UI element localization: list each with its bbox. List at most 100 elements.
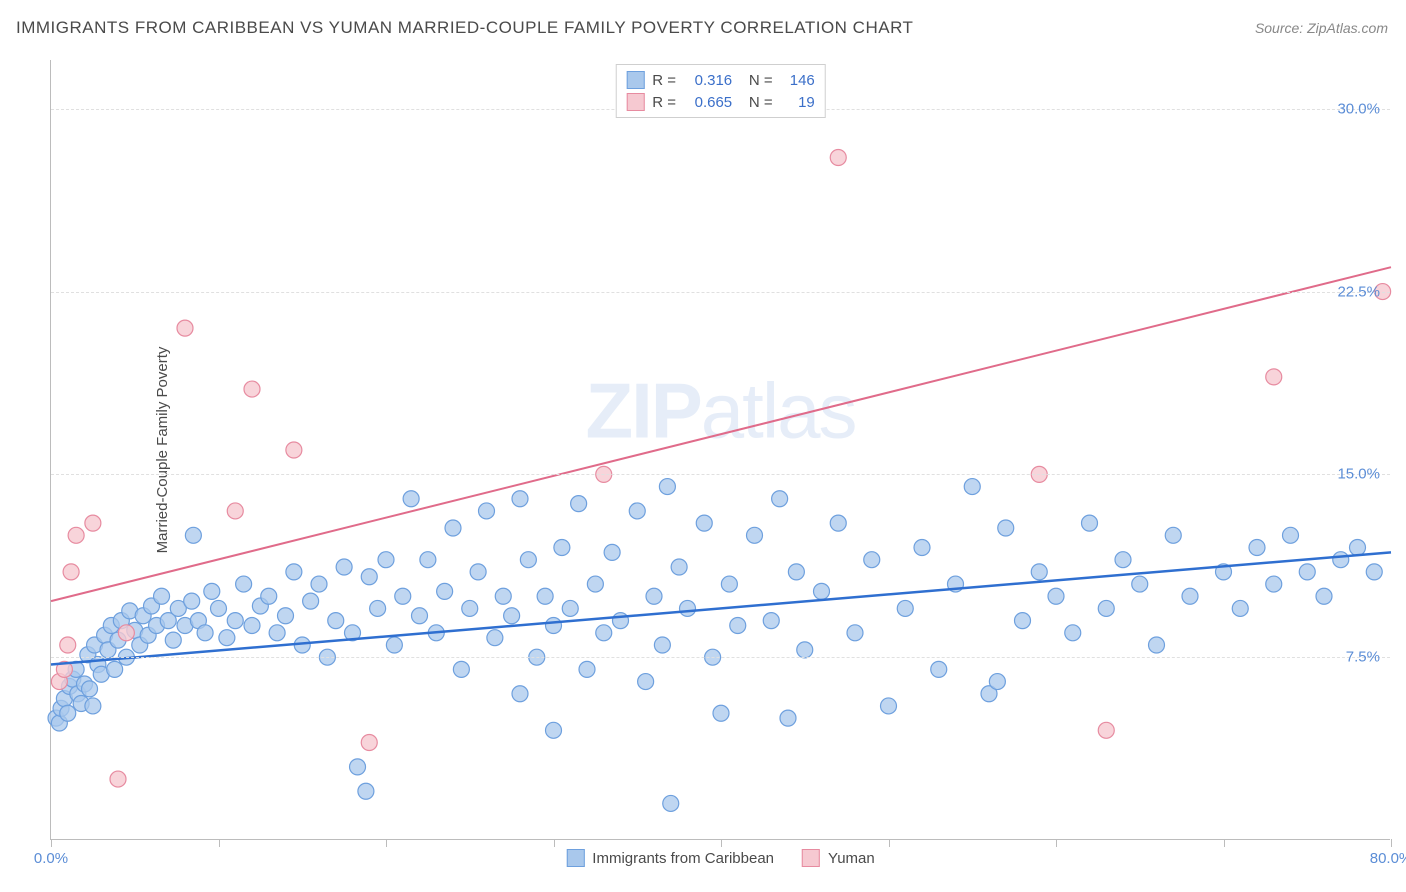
x-tick-label: 80.0% <box>1370 850 1406 867</box>
data-point <box>1333 552 1349 568</box>
data-point <box>336 559 352 575</box>
data-point <box>713 705 729 721</box>
data-point <box>1165 527 1181 543</box>
data-point <box>696 515 712 531</box>
x-tick <box>721 839 722 847</box>
swatch-pink-icon <box>626 93 644 111</box>
data-point <box>361 569 377 585</box>
data-point <box>453 661 469 677</box>
data-point <box>165 632 181 648</box>
data-point <box>420 552 436 568</box>
legend-item-yuman: Yuman <box>802 849 875 867</box>
data-point <box>303 593 319 609</box>
data-point <box>85 515 101 531</box>
data-point <box>587 576 603 592</box>
legend-label: Immigrants from Caribbean <box>592 850 774 867</box>
data-point <box>107 661 123 677</box>
data-point <box>361 735 377 751</box>
data-point <box>1232 600 1248 616</box>
gridline <box>51 474 1390 475</box>
data-point <box>219 630 235 646</box>
data-point <box>680 600 696 616</box>
source-credit: Source: ZipAtlas.com <box>1255 20 1388 36</box>
gridline <box>51 657 1390 658</box>
r-label: R = <box>652 72 676 89</box>
data-point <box>1149 637 1165 653</box>
data-point <box>613 613 629 629</box>
data-point <box>797 642 813 658</box>
data-point <box>663 795 679 811</box>
data-point <box>830 150 846 166</box>
data-point <box>479 503 495 519</box>
data-point <box>562 600 578 616</box>
data-point <box>204 583 220 599</box>
data-point <box>184 593 200 609</box>
x-tick <box>1224 839 1225 847</box>
data-point <box>596 625 612 641</box>
data-point <box>772 491 788 507</box>
regression-line <box>51 267 1391 601</box>
legend-item-caribbean: Immigrants from Caribbean <box>566 849 774 867</box>
r-value-1: 0.316 <box>680 72 732 89</box>
n-value-2: 19 <box>777 94 815 111</box>
x-tick <box>1056 839 1057 847</box>
swatch-blue-icon <box>566 849 584 867</box>
data-point <box>261 588 277 604</box>
data-point <box>358 783 374 799</box>
legend-stats-row-1: R = 0.316 N = 146 <box>626 69 815 91</box>
data-point <box>897 600 913 616</box>
plot-area: Married-Couple Family Poverty ZIPatlas R… <box>50 60 1390 840</box>
x-tick <box>554 839 555 847</box>
data-point <box>629 503 645 519</box>
data-point <box>378 552 394 568</box>
data-point <box>118 625 134 641</box>
data-point <box>1299 564 1315 580</box>
data-point <box>571 496 587 512</box>
data-point <box>864 552 880 568</box>
data-point <box>537 588 553 604</box>
x-tick <box>51 839 52 847</box>
data-point <box>830 515 846 531</box>
data-point <box>370 600 386 616</box>
data-point <box>604 544 620 560</box>
chart-title: IMMIGRANTS FROM CARIBBEAN VS YUMAN MARRI… <box>16 18 913 38</box>
data-point <box>814 583 830 599</box>
data-point <box>236 576 252 592</box>
data-point <box>197 625 213 641</box>
data-point <box>286 564 302 580</box>
data-point <box>730 618 746 634</box>
x-tick <box>219 839 220 847</box>
swatch-pink-icon <box>802 849 820 867</box>
data-point <box>671 559 687 575</box>
data-point <box>244 381 260 397</box>
data-point <box>1065 625 1081 641</box>
legend-series: Immigrants from Caribbean Yuman <box>566 849 874 867</box>
data-point <box>211 600 227 616</box>
data-point <box>311 576 327 592</box>
n-label: N = <box>749 94 773 111</box>
data-point <box>847 625 863 641</box>
data-point <box>1098 722 1114 738</box>
data-point <box>1031 564 1047 580</box>
data-point <box>763 613 779 629</box>
data-point <box>185 527 201 543</box>
data-point <box>350 759 366 775</box>
y-tick-label: 30.0% <box>1337 100 1380 117</box>
data-point <box>881 698 897 714</box>
data-point <box>1098 600 1114 616</box>
data-point <box>328 613 344 629</box>
data-point <box>546 722 562 738</box>
data-point <box>1115 552 1131 568</box>
legend-stats-row-2: R = 0.665 N = 19 <box>626 91 815 113</box>
data-point <box>504 608 520 624</box>
data-point <box>1350 540 1366 556</box>
data-point <box>788 564 804 580</box>
data-point <box>82 681 98 697</box>
data-point <box>638 674 654 690</box>
r-value-2: 0.665 <box>680 94 732 111</box>
data-point <box>403 491 419 507</box>
data-point <box>646 588 662 604</box>
data-point <box>998 520 1014 536</box>
data-point <box>1132 576 1148 592</box>
data-point <box>495 588 511 604</box>
